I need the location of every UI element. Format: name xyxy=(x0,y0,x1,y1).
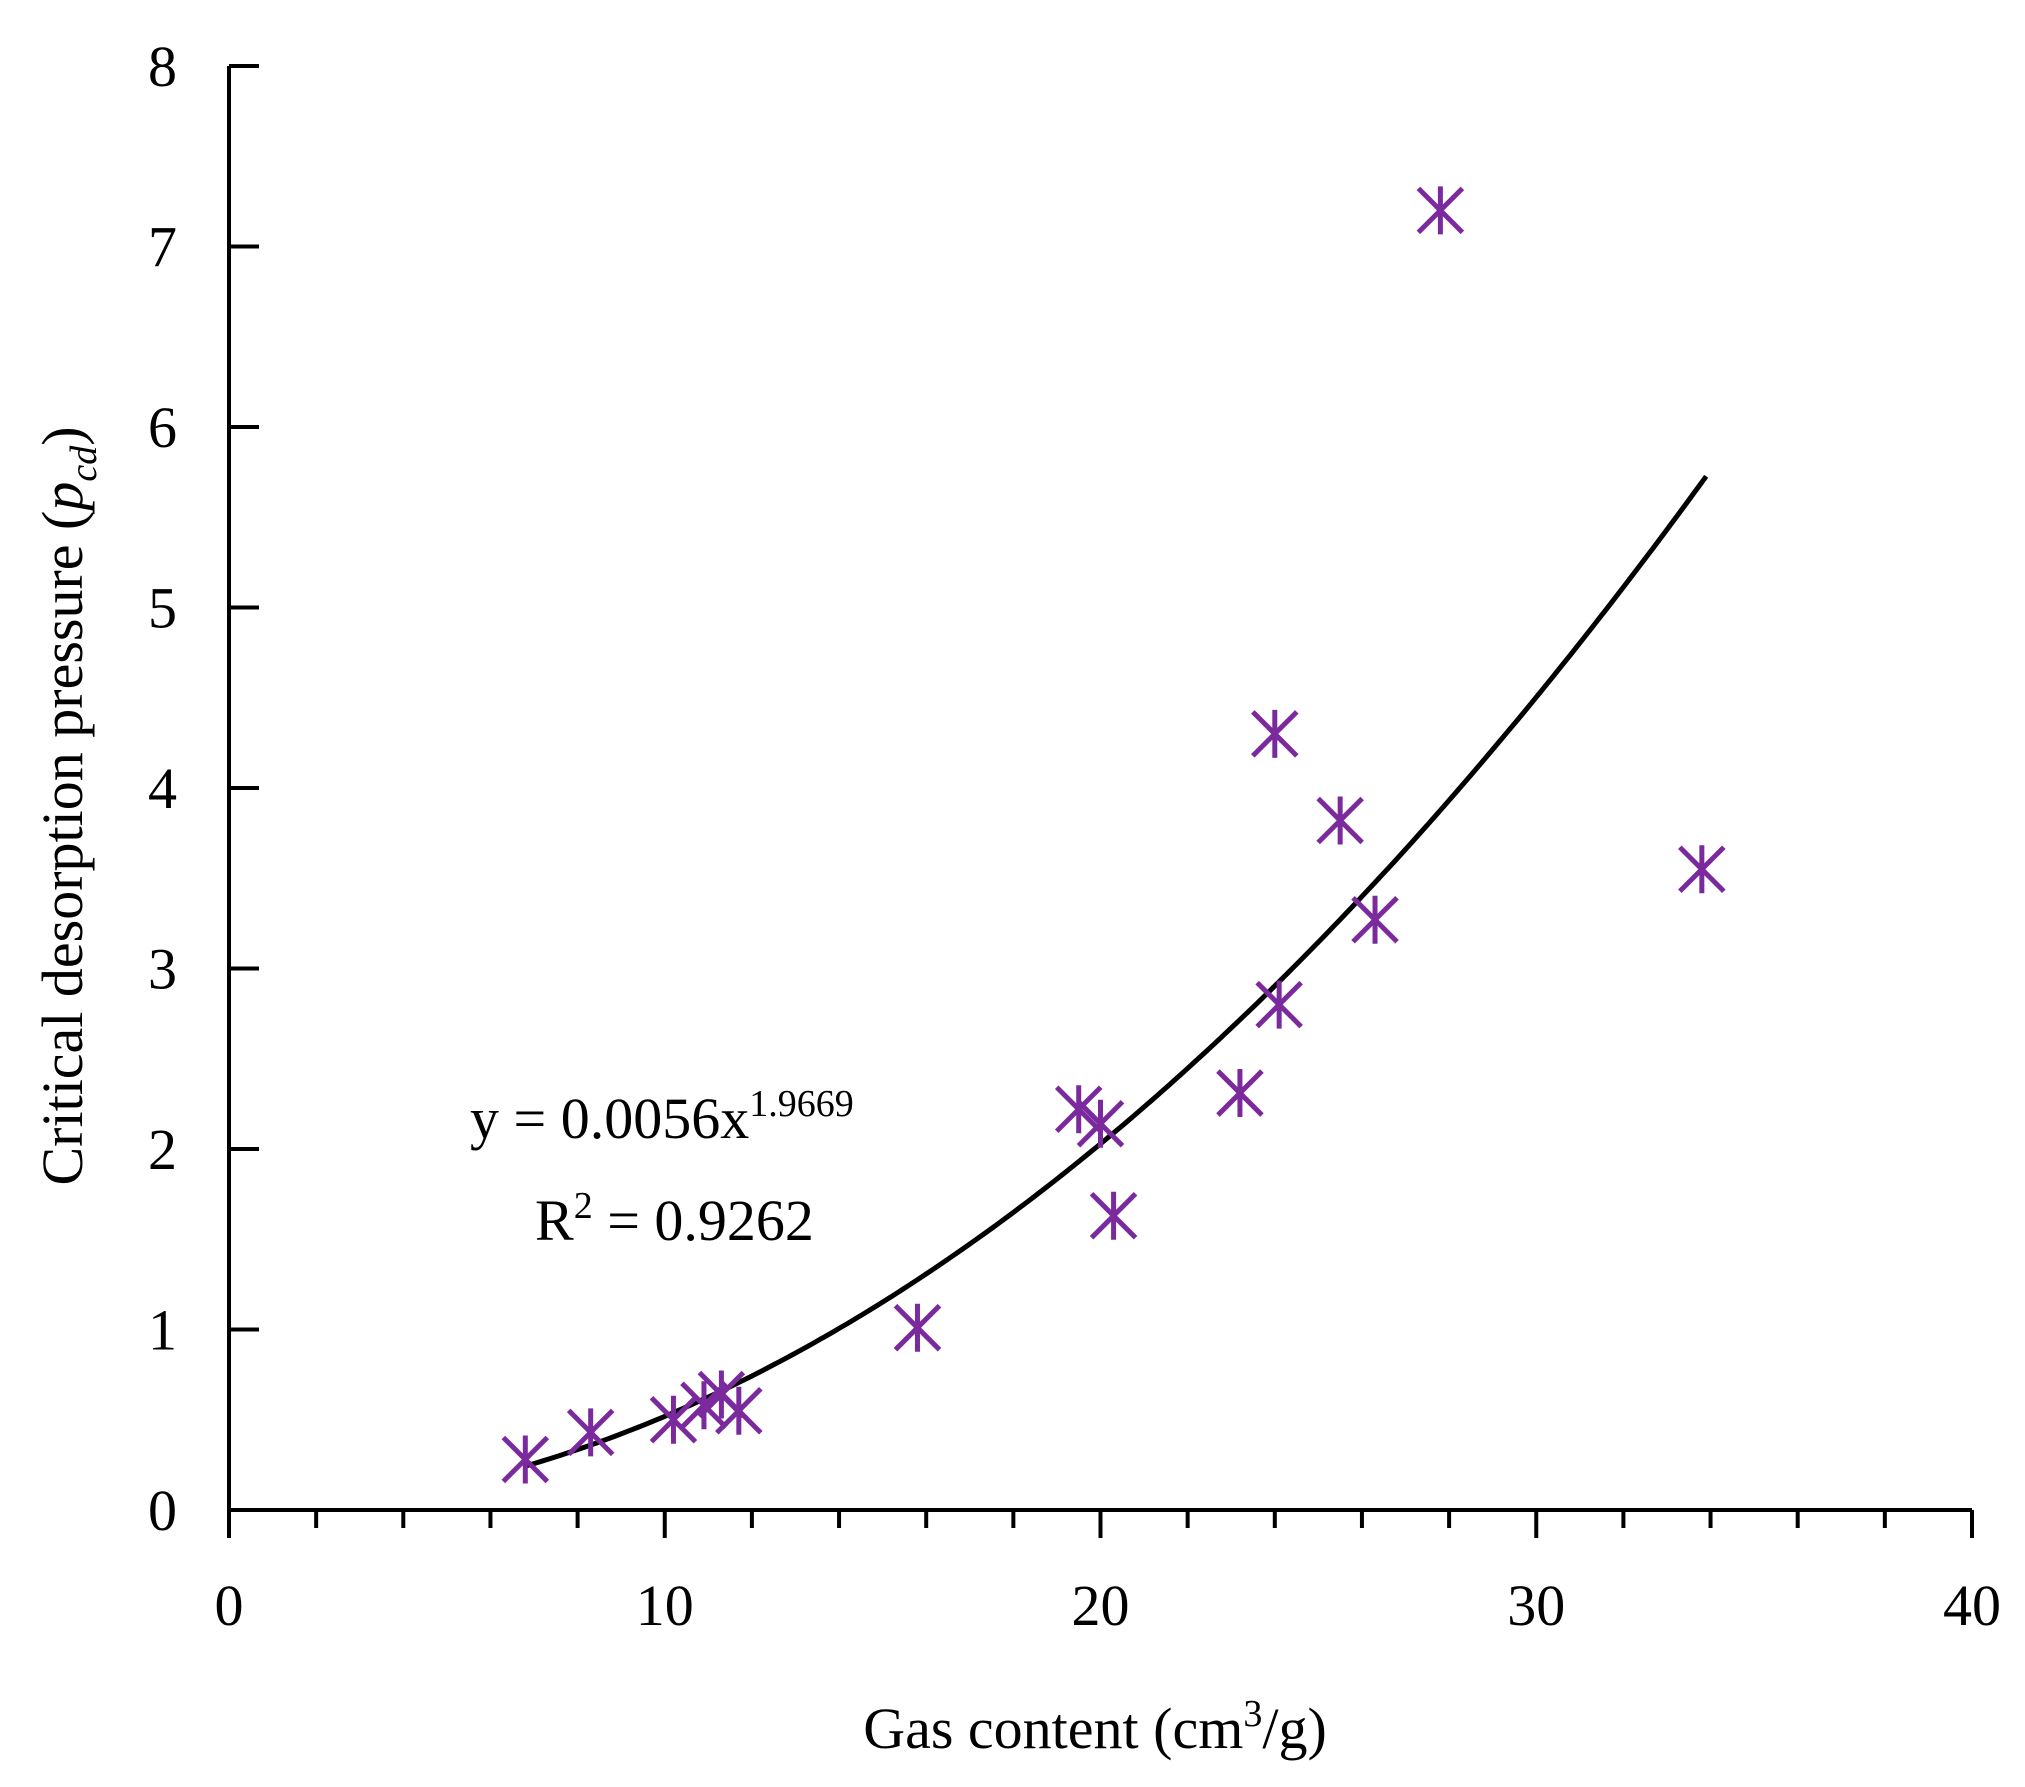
x-tick-labels: 0 10 20 30 40 xyxy=(215,1573,2002,1638)
data-point xyxy=(501,1435,550,1484)
x-tick-label: 40 xyxy=(1943,1573,2001,1638)
data-point xyxy=(1255,980,1303,1029)
data-point xyxy=(1054,1085,1103,1134)
y-tick-label: 2 xyxy=(148,1117,177,1182)
y-tick-label: 7 xyxy=(148,215,177,280)
y-tick-label: 1 xyxy=(148,1298,177,1363)
y-tick-label: 6 xyxy=(148,395,177,460)
fit-r-squared: R2 = 0.9262 xyxy=(535,1185,814,1253)
data-point xyxy=(566,1408,615,1457)
data-point xyxy=(893,1303,942,1352)
y-axis-title: Critical desorption pressure (pcd) xyxy=(30,426,105,1185)
x-axis-title: Gas content (cm3/g) xyxy=(863,1693,1327,1761)
data-point xyxy=(1251,709,1299,758)
data-point xyxy=(1316,796,1364,845)
y-tick-label: 3 xyxy=(148,937,177,1002)
x-tick-label: 20 xyxy=(1072,1573,1130,1638)
data-points xyxy=(501,186,1726,1484)
x-tick-label: 30 xyxy=(1507,1573,1565,1638)
y-tick-label: 5 xyxy=(148,576,177,641)
fit-equation: y = 0.0056x1.9669 xyxy=(470,1083,854,1151)
data-point xyxy=(715,1386,763,1435)
data-point xyxy=(1089,1191,1138,1240)
data-point xyxy=(1076,1099,1125,1148)
y-tick-label: 0 xyxy=(148,1478,177,1543)
data-point xyxy=(649,1395,698,1444)
axes xyxy=(227,64,1974,1538)
data-point xyxy=(1678,845,1726,894)
fit-curve xyxy=(524,474,1709,1469)
x-tick-label: 10 xyxy=(636,1573,694,1638)
data-point xyxy=(1216,1069,1264,1118)
data-point xyxy=(1416,186,1465,235)
y-tick-label: 8 xyxy=(148,34,177,99)
y-tick-label: 4 xyxy=(148,756,177,821)
x-tick-label: 0 xyxy=(215,1573,244,1638)
y-tick-labels: 0 1 2 3 4 5 6 7 8 xyxy=(148,34,177,1543)
data-point xyxy=(1351,895,1399,944)
